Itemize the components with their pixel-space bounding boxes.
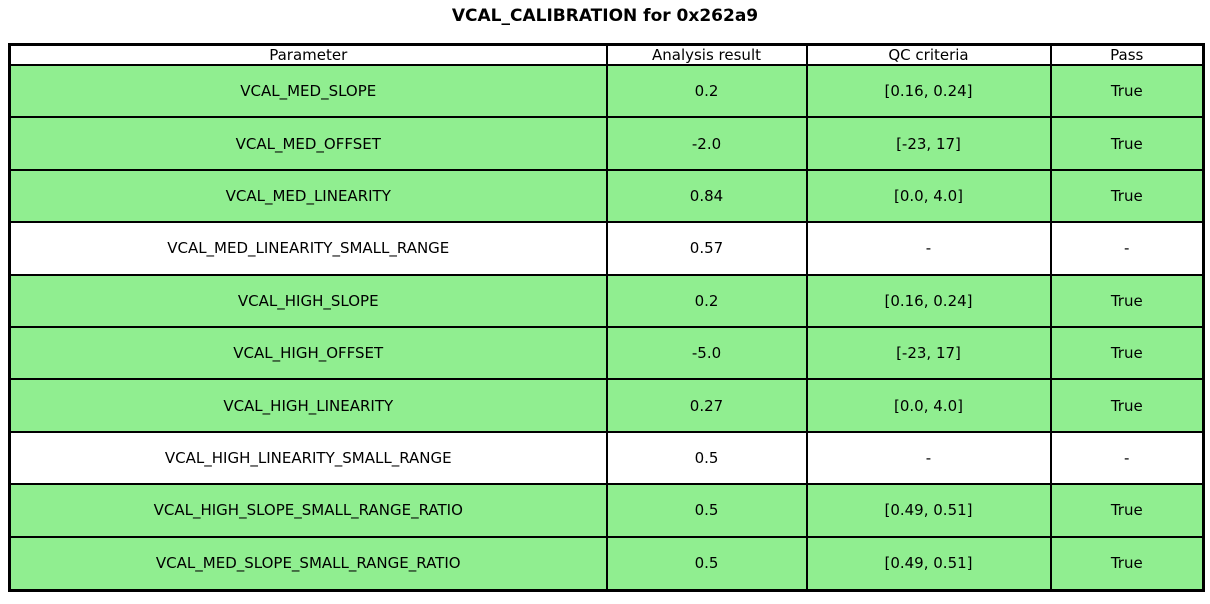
column-header-analysis-result: Analysis result xyxy=(605,43,808,66)
cell-parameter: VCAL_HIGH_LINEARITY_SMALL_RANGE xyxy=(8,430,608,486)
cell-parameter: VCAL_MED_OFFSET xyxy=(8,116,608,171)
cell-qc-criteria: - xyxy=(805,221,1052,276)
cell-pass: True xyxy=(1049,483,1205,538)
cell-pass: True xyxy=(1049,326,1205,381)
cell-qc-criteria: [0.16, 0.24] xyxy=(805,63,1052,119)
table-row: VCAL_MED_LINEARITY_SMALL_RANGE 0.57- - xyxy=(8,221,1205,276)
table-row: VCAL_HIGH_OFFSET -5.0 [-23, 17] True xyxy=(8,326,1205,381)
cell-analysis-result: -2.0 xyxy=(605,116,808,171)
cell-parameter: VCAL_MED_LINEARITY_SMALL_RANGE xyxy=(8,221,608,276)
cell-analysis-result: -5.0 xyxy=(605,326,808,381)
header-row: Parameter Analysis result QC criteria Pa… xyxy=(8,43,1205,66)
cell-pass: True xyxy=(1049,378,1205,433)
column-header-parameter: Parameter xyxy=(8,43,608,66)
table-row: VCAL_MED_SLOPE 0.2 [0.16, 0.24] True xyxy=(8,63,1205,119)
table-row: VCAL_MED_LINEARITY 0.84 [0.0, 4.0] True xyxy=(8,168,1205,224)
cell-qc-criteria: [0.49, 0.51] xyxy=(805,483,1052,538)
cell-parameter: VCAL_HIGH_LINEARITY xyxy=(8,378,608,433)
cell-qc-criteria: [0.49, 0.51] xyxy=(805,535,1052,592)
cell-pass: True xyxy=(1049,116,1205,171)
cell-qc-criteria: [-23, 17] xyxy=(805,326,1052,381)
cell-analysis-result: 0.5 xyxy=(605,483,808,538)
table-body: VCAL_MED_SLOPE 0.2 [0.16, 0.24] True VCAL_ME… xyxy=(8,63,1205,592)
cell-analysis-result: 0.2 xyxy=(605,273,808,329)
cell-pass: True xyxy=(1049,168,1205,224)
cell-parameter: VCAL_HIGH_SLOPE_SMALL_RANGE_RATIO xyxy=(8,483,608,538)
table-row: VCAL_HIGH_SLOPE 0.2 [0.16, 0.24] True xyxy=(8,273,1205,329)
cell-qc-criteria: [0.16, 0.24] xyxy=(805,273,1052,329)
calibration-qc-table: Parameter Analysis result QC criteria Pa… xyxy=(8,43,1205,592)
cell-qc-criteria: - xyxy=(805,430,1052,486)
cell-parameter: VCAL_MED_SLOPE_SMALL_RANGE_RATIO xyxy=(8,535,608,592)
cell-pass: True xyxy=(1049,273,1205,329)
cell-analysis-result: 0.5 xyxy=(605,430,808,486)
column-header-qc-criteria: QC criteria xyxy=(805,43,1052,66)
cell-analysis-result: 0.27 xyxy=(605,378,808,433)
page-title: VCAL_CALIBRATION for 0x262a9 xyxy=(451,6,759,26)
cell-analysis-result: 0.57 xyxy=(605,221,808,276)
table-row: VCAL_MED_OFFSET -2.0 [-23, 17] True xyxy=(8,116,1205,171)
cell-parameter: VCAL_HIGH_OFFSET xyxy=(8,326,608,381)
cell-parameter: VCAL_MED_SLOPE xyxy=(8,63,608,119)
cell-pass: True xyxy=(1049,63,1205,119)
table-row: VCAL_HIGH_LINEARITY 0.27 [0.0, 4.0] True xyxy=(8,378,1205,433)
cell-analysis-result: 0.5 xyxy=(605,535,808,592)
table-row: VCAL_MED_SLOPE_SMALL_RANGE_RATIO 0.5 [0.49… xyxy=(8,535,1205,592)
cell-parameter: VCAL_HIGH_SLOPE xyxy=(8,273,608,329)
cell-qc-criteria: [-23, 17] xyxy=(805,116,1052,171)
table-row: VCAL_HIGH_LINEARITY_SMALL_RANGE 0.5- - xyxy=(8,430,1205,486)
column-header-pass: Pass xyxy=(1049,43,1205,66)
cell-qc-criteria: [0.0, 4.0] xyxy=(805,378,1052,433)
cell-pass: True xyxy=(1049,535,1205,592)
table-row: VCAL_HIGH_SLOPE_SMALL_RANGE_RATIO 0.5 [0.4… xyxy=(8,483,1205,538)
cell-analysis-result: 0.2 xyxy=(605,63,808,119)
cell-parameter: VCAL_MED_LINEARITY xyxy=(8,168,608,224)
cell-pass: - xyxy=(1049,430,1205,486)
cell-analysis-result: 0.84 xyxy=(605,168,808,224)
cell-pass: - xyxy=(1049,221,1205,276)
cell-qc-criteria: [0.0, 4.0] xyxy=(805,168,1052,224)
